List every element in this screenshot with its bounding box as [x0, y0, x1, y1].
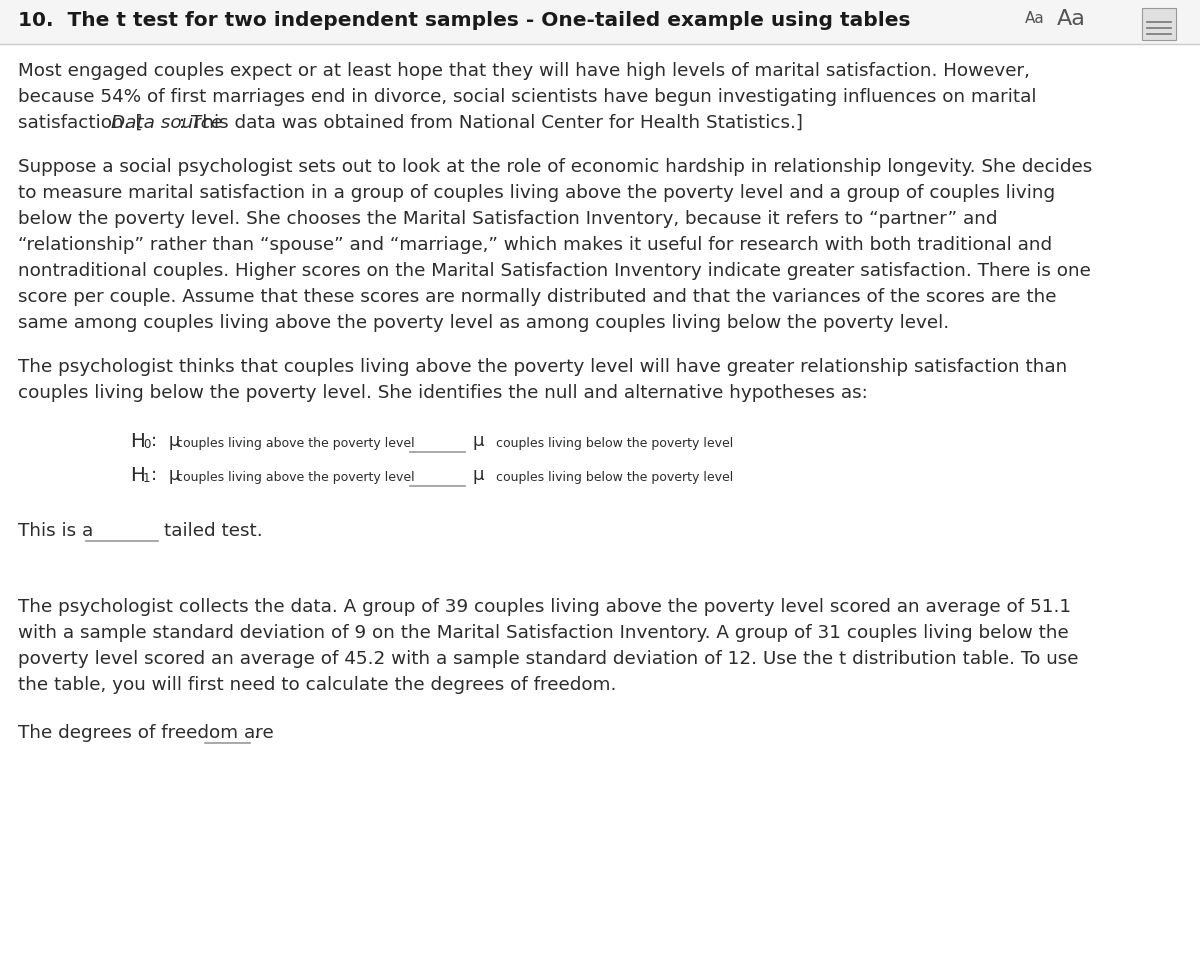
Text: The psychologist thinks that couples living above the poverty level will have gr: The psychologist thinks that couples liv… — [18, 358, 1067, 376]
Text: to measure marital satisfaction in a group of couples living above the poverty l: to measure marital satisfaction in a gro… — [18, 184, 1055, 202]
Text: Aa: Aa — [1025, 11, 1045, 26]
Text: The degrees of freedom are: The degrees of freedom are — [18, 724, 274, 742]
Text: : This data was obtained from National Center for Health Statistics.]: : This data was obtained from National C… — [179, 114, 803, 132]
Text: 0: 0 — [143, 438, 150, 451]
Text: “relationship” rather than “spouse” and “marriage,” which makes it useful for re: “relationship” rather than “spouse” and … — [18, 236, 1052, 254]
Text: couples living below the poverty level. She identifies the null and alternative : couples living below the poverty level. … — [18, 384, 868, 402]
Text: Data source: Data source — [112, 114, 222, 132]
Text: score per couple. Assume that these scores are normally distributed and that the: score per couple. Assume that these scor… — [18, 288, 1056, 306]
FancyBboxPatch shape — [1142, 8, 1176, 40]
Text: nontraditional couples. Higher scores on the Marital Satisfaction Inventory indi: nontraditional couples. Higher scores on… — [18, 262, 1091, 280]
Text: 10.  The t test for two independent samples - One-tailed example using tables: 10. The t test for two independent sampl… — [18, 11, 911, 30]
Text: couples living below the poverty level: couples living below the poverty level — [496, 471, 733, 484]
Text: same among couples living above the poverty level as among couples living below : same among couples living above the pove… — [18, 314, 949, 332]
Text: The psychologist collects the data. A group of 39 couples living above the pover: The psychologist collects the data. A gr… — [18, 598, 1072, 616]
Text: tailed test.: tailed test. — [164, 522, 263, 540]
Text: couples living above the poverty level: couples living above the poverty level — [176, 471, 415, 484]
Text: below the poverty level. She chooses the Marital Satisfaction Inventory, because: below the poverty level. She chooses the… — [18, 210, 997, 228]
Text: the table, you will first need to calculate the degrees of freedom.: the table, you will first need to calcul… — [18, 676, 617, 694]
Text: poverty level scored an average of 45.2 with a sample standard deviation of 12. : poverty level scored an average of 45.2 … — [18, 650, 1079, 668]
Text: couples living below the poverty level: couples living below the poverty level — [496, 437, 733, 450]
Text: satisfaction. [: satisfaction. [ — [18, 114, 143, 132]
Text: H: H — [130, 432, 145, 451]
Text: because 54% of first marriages end in divorce, social scientists have begun inve: because 54% of first marriages end in di… — [18, 88, 1037, 106]
Text: Most engaged couples expect or at least hope that they will have high levels of : Most engaged couples expect or at least … — [18, 62, 1030, 80]
Text: μ: μ — [472, 466, 484, 484]
Text: :  μ: : μ — [151, 466, 180, 484]
Text: μ: μ — [472, 432, 484, 450]
Text: Suppose a social psychologist sets out to look at the role of economic hardship : Suppose a social psychologist sets out t… — [18, 158, 1092, 176]
Text: :  μ: : μ — [151, 432, 180, 450]
Text: 1: 1 — [143, 472, 150, 485]
Text: .: . — [254, 724, 260, 742]
Text: with a sample standard deviation of 9 on the Marital Satisfaction Inventory. A g: with a sample standard deviation of 9 on… — [18, 624, 1069, 642]
Text: This is a: This is a — [18, 522, 94, 540]
Text: Aa: Aa — [1057, 9, 1086, 29]
Text: couples living above the poverty level: couples living above the poverty level — [176, 437, 415, 450]
Text: H: H — [130, 466, 145, 485]
Bar — [0, 0, 1200, 44]
